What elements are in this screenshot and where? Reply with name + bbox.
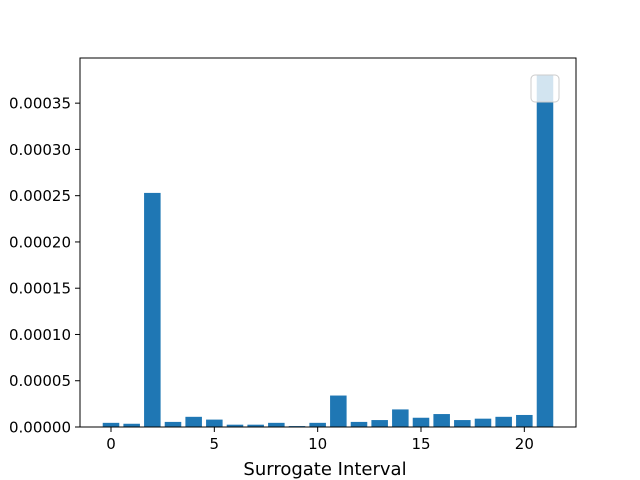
bar-1 <box>123 423 140 427</box>
bar-4 <box>185 416 202 427</box>
bar-12 <box>350 421 368 427</box>
bar-3 <box>164 421 182 427</box>
bar-8 <box>268 422 285 427</box>
bar-2 <box>144 192 161 427</box>
legend <box>530 74 560 103</box>
bar-0 <box>102 422 120 427</box>
bar-6 <box>226 424 244 427</box>
y-tick-label: 0.00030 <box>9 141 71 159</box>
bar-18 <box>474 418 492 427</box>
y-tick-label: 0.00035 <box>9 95 71 113</box>
bar-15 <box>412 417 430 427</box>
bar-5 <box>206 419 223 427</box>
bar-16 <box>433 414 450 427</box>
y-tick-label: 0.00000 <box>9 419 71 437</box>
bar-11 <box>330 395 347 427</box>
y-tick-label: 0.00020 <box>9 233 71 251</box>
bar-21 <box>536 75 554 428</box>
bar-10 <box>309 422 326 427</box>
x-tick-label: 10 <box>308 435 327 453</box>
y-tick-label: 0.00005 <box>9 372 71 390</box>
legend-box <box>530 74 560 103</box>
bar-13 <box>371 420 388 427</box>
y-tick-label: 0.00025 <box>9 187 71 205</box>
y-tick-label: 0.00010 <box>9 326 71 344</box>
bar-17 <box>454 420 471 427</box>
x-tick-label: 15 <box>411 435 430 453</box>
bar-14 <box>392 409 409 427</box>
plot-frame <box>79 57 577 428</box>
bars-group <box>102 75 554 428</box>
x-tick-label: 0 <box>106 435 116 453</box>
bar-7 <box>247 424 264 427</box>
bar-19 <box>495 416 512 427</box>
y-tick-label: 0.00015 <box>9 280 71 298</box>
x-tick-label: 5 <box>210 435 220 453</box>
x-axis-ticks: 0 5 10 15 20 <box>106 427 534 453</box>
y-axis-ticks: 0.00000 0.00005 0.00010 0.00015 0.00020 0.000… <box>9 95 80 437</box>
bar-20 <box>516 414 533 427</box>
x-axis-title: Surrogate Interval <box>243 459 406 480</box>
x-tick-label: 20 <box>515 435 534 453</box>
